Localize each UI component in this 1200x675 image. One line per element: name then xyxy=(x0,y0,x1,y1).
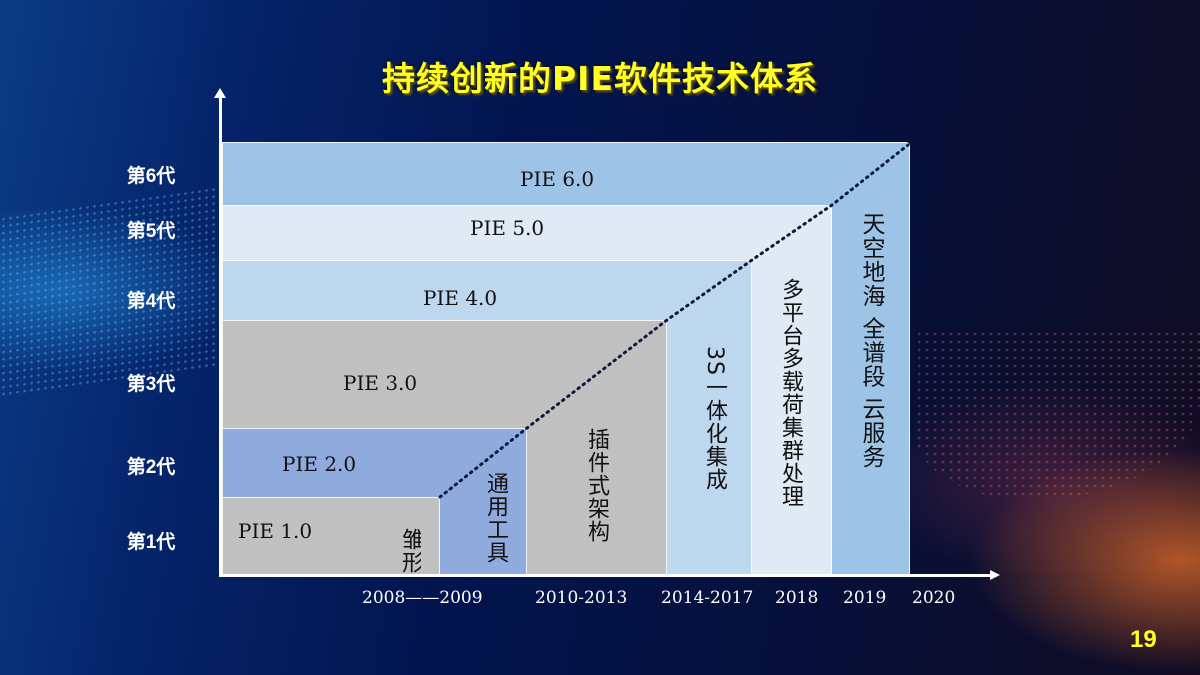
y-axis xyxy=(219,96,222,577)
year-label-2019: 2019 xyxy=(843,588,887,608)
pie3-label: PIE 3.0 xyxy=(343,371,418,395)
pie5-label: PIE 5.0 xyxy=(470,216,545,240)
pie1-feature: 雏形 xyxy=(399,528,421,574)
pie2-feature: 通用工具 xyxy=(483,472,508,564)
generation-label-5: 第5代 xyxy=(126,221,176,242)
year-label-2014-2017: 2014-2017 xyxy=(661,588,754,608)
y-axis-arrow-icon xyxy=(214,88,226,98)
slide-title: 持续创新的PIE软件技术体系 xyxy=(381,59,818,98)
pie4-label: PIE 4.0 xyxy=(423,286,498,310)
year-label-2008-2009: 2008——2009 xyxy=(362,588,483,608)
x-axis xyxy=(219,574,991,577)
pie5-feature: 多平台多载荷集群处理 xyxy=(778,278,803,508)
pie6-label: PIE 6.0 xyxy=(520,167,595,191)
generation-label-6: 第6代 xyxy=(126,166,176,187)
year-label-2010-2013: 2010-2013 xyxy=(535,588,628,608)
pie6-feature: 天空地海 全谱段 云服务 xyxy=(858,212,884,469)
x-axis-arrow-icon xyxy=(990,570,1000,580)
year-label-2020: 2020 xyxy=(912,588,956,608)
page-number: 19 xyxy=(1130,626,1157,653)
pie2-label: PIE 2.0 xyxy=(282,452,357,476)
generation-label-1: 第1代 xyxy=(126,532,176,553)
pie1-block xyxy=(222,497,440,575)
generation-label-3: 第3代 xyxy=(126,374,176,395)
pie3-feature: 插件式架构 xyxy=(584,428,609,543)
generation-label-4: 第4代 xyxy=(126,291,176,312)
generation-label-2: 第2代 xyxy=(126,457,176,478)
pie1-label: PIE 1.0 xyxy=(238,519,313,543)
year-label-2018: 2018 xyxy=(775,588,819,608)
pie4-feature: 3S一体化集成 xyxy=(702,346,727,491)
